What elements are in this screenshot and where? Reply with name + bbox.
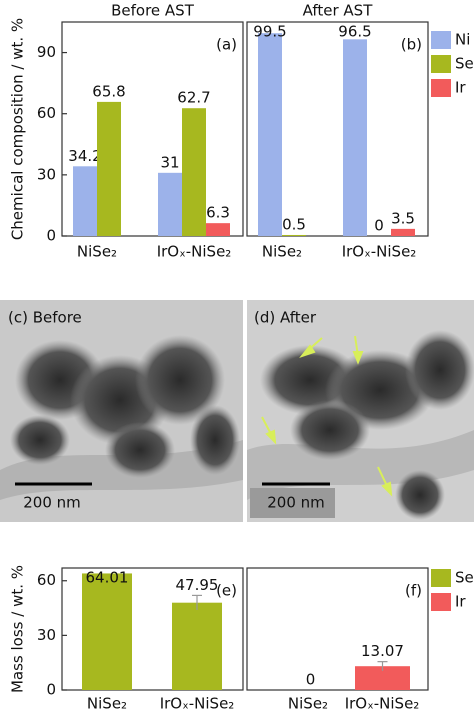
legend-swatch xyxy=(431,31,451,49)
y-tick-label: 60 xyxy=(37,104,56,122)
legend-label: Se xyxy=(455,55,474,73)
panel-header: After AST xyxy=(303,2,374,20)
bar xyxy=(258,33,282,236)
figure: Before AST (a) 0 30 60 90 Chemical composition… xyxy=(0,0,474,713)
y-tick-label: 90 xyxy=(37,43,56,61)
value-label: 99.5 xyxy=(253,23,286,41)
value-label: 62.7 xyxy=(177,89,210,107)
legend-swatch xyxy=(431,79,451,97)
tem-image-c xyxy=(0,300,243,522)
bar xyxy=(182,108,206,236)
bar xyxy=(73,166,97,236)
x-tick-label: NiSe₂ xyxy=(262,243,302,261)
value-label: 64.01 xyxy=(86,569,129,587)
bar xyxy=(82,573,132,690)
bar xyxy=(172,603,222,690)
value-label: 65.8 xyxy=(92,82,125,100)
x-tick-label: NiSe₂ xyxy=(77,243,117,261)
legend-label: Ni xyxy=(455,31,470,49)
x-tick-label: IrOₓ-NiSe₂ xyxy=(160,695,235,713)
y-tick-label: 0 xyxy=(46,227,56,245)
value-label: 0.5 xyxy=(282,215,306,233)
panel-label: (b) xyxy=(401,36,422,54)
legend-swatch xyxy=(431,569,451,587)
bar xyxy=(206,223,230,236)
value-label: 13.07 xyxy=(361,642,404,660)
value-label: 34.2 xyxy=(68,147,101,165)
x-tick-label: NiSe₂ xyxy=(288,695,328,713)
x-tick-label: IrOₓ-NiSe₂ xyxy=(342,243,417,261)
image-label: (c) Before xyxy=(8,309,82,327)
legend-label: Se xyxy=(455,569,474,587)
value-label: 0 xyxy=(306,671,316,689)
value-label: 3.5 xyxy=(391,209,415,227)
value-label: 96.5 xyxy=(338,23,371,41)
legend-label: Ir xyxy=(455,593,466,611)
tem-image-d xyxy=(247,300,474,522)
panel-label: (e) xyxy=(216,582,237,600)
y-axis-label: Mass loss / wt. % xyxy=(9,565,27,693)
bar xyxy=(343,39,367,236)
bar xyxy=(158,173,182,236)
panel-label: (f) xyxy=(405,582,422,600)
y-tick-label: 30 xyxy=(37,165,56,183)
panel-label: (a) xyxy=(216,36,237,54)
x-tick-label: IrOₓ-NiSe₂ xyxy=(157,243,232,261)
panel-header: Before AST xyxy=(111,2,195,20)
value-label: 0 xyxy=(374,217,384,235)
y-tick-label: 30 xyxy=(37,626,56,644)
value-label: 6.3 xyxy=(206,204,230,222)
legend-label: Ir xyxy=(455,79,466,97)
image-label: (d) After xyxy=(254,309,317,327)
bar xyxy=(391,229,415,236)
value-label: 47.95 xyxy=(176,576,219,594)
y-tick-label: 60 xyxy=(37,571,56,589)
value-label: 31 xyxy=(160,153,179,171)
bar xyxy=(282,235,306,236)
scale-bar-label: 200 nm xyxy=(23,494,81,512)
legend-swatch xyxy=(431,55,451,73)
x-tick-label: NiSe₂ xyxy=(87,695,127,713)
scale-bar-label: 200 nm xyxy=(267,494,325,512)
y-axis-label: Chemical composition / wt. % xyxy=(9,18,27,240)
legend-swatch xyxy=(431,593,451,611)
bar xyxy=(97,102,121,236)
x-tick-label: IrOₓ-NiSe₂ xyxy=(345,695,420,713)
y-tick-label: 0 xyxy=(46,681,56,699)
